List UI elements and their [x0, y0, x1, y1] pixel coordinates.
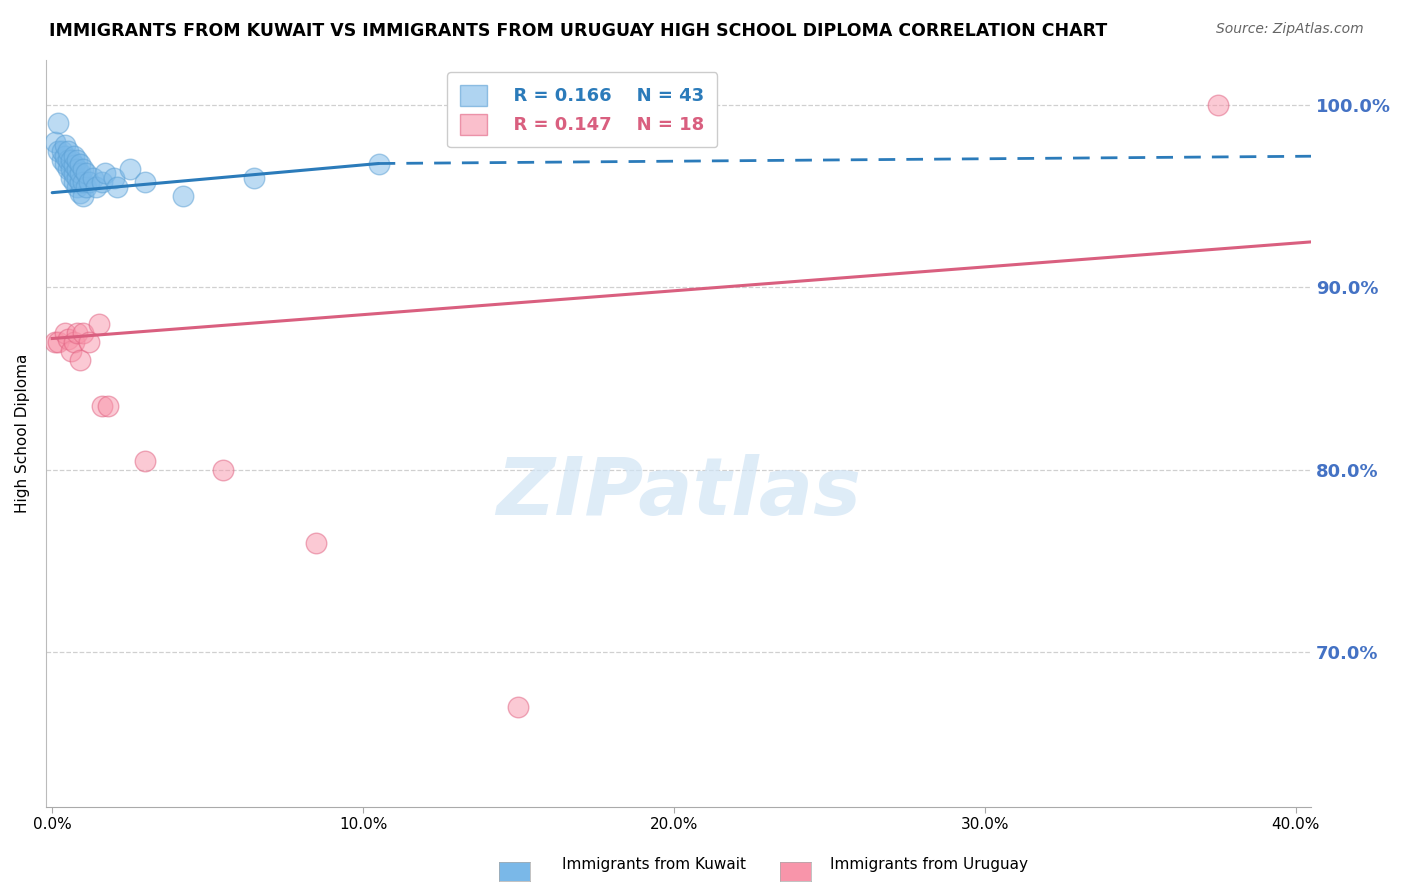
Point	[44, 335, 66, 350]
Point	[72, 161, 94, 176]
Point	[53, 149, 76, 163]
Point	[59, 171, 82, 186]
Point	[1206, 98, 1229, 112]
Point	[66, 153, 89, 167]
Point	[53, 138, 76, 153]
Point	[63, 335, 86, 350]
Point	[134, 175, 156, 189]
Text: Source: ZipAtlas.com: Source: ZipAtlas.com	[1216, 22, 1364, 37]
Point	[56, 161, 79, 176]
Point	[66, 326, 89, 340]
Point	[56, 331, 79, 345]
Point	[51, 144, 73, 158]
Point	[59, 161, 82, 176]
Legend:   R = 0.166    N = 43,   R = 0.147    N = 18: R = 0.166 N = 43, R = 0.147 N = 18	[447, 72, 717, 147]
Point	[59, 153, 82, 167]
Text: IMMIGRANTS FROM KUWAIT VS IMMIGRANTS FROM URUGUAY HIGH SCHOOL DIPLOMA CORRELATIO: IMMIGRANTS FROM KUWAIT VS IMMIGRANTS FRO…	[49, 22, 1108, 40]
Point	[94, 166, 117, 180]
Point	[212, 463, 235, 477]
Point	[172, 189, 194, 203]
Point	[367, 156, 389, 170]
Point	[87, 317, 110, 331]
Point	[53, 326, 76, 340]
Point	[63, 149, 86, 163]
Point	[305, 535, 328, 549]
Text: Immigrants from Uruguay: Immigrants from Uruguay	[830, 857, 1028, 872]
Point	[48, 116, 70, 130]
Point	[243, 171, 266, 186]
Point	[48, 335, 70, 350]
Point	[51, 153, 73, 167]
Point	[66, 171, 89, 186]
Y-axis label: High School Diploma: High School Diploma	[15, 353, 30, 513]
Point	[97, 399, 120, 413]
Point	[66, 180, 89, 194]
Point	[63, 158, 86, 172]
Point	[75, 180, 97, 194]
Point	[63, 168, 86, 182]
Point	[56, 153, 79, 167]
Point	[508, 699, 530, 714]
Point	[84, 180, 107, 194]
Point	[103, 171, 125, 186]
Point	[53, 156, 76, 170]
Point	[66, 161, 89, 176]
Point	[69, 156, 91, 170]
Point	[79, 175, 101, 189]
Point	[59, 344, 82, 359]
Point	[107, 180, 129, 194]
Point	[118, 161, 141, 176]
Point	[72, 326, 94, 340]
Point	[90, 399, 112, 413]
Text: Immigrants from Kuwait: Immigrants from Kuwait	[562, 857, 747, 872]
Point	[63, 175, 86, 189]
Point	[69, 353, 91, 368]
Point	[90, 175, 112, 189]
Point	[72, 189, 94, 203]
Point	[72, 175, 94, 189]
Point	[75, 166, 97, 180]
Point	[48, 144, 70, 158]
Point	[56, 144, 79, 158]
Point	[82, 171, 104, 186]
Text: ZIPatlas: ZIPatlas	[496, 454, 860, 533]
Point	[69, 166, 91, 180]
Point	[79, 335, 101, 350]
Point	[69, 175, 91, 189]
Point	[134, 453, 156, 467]
Point	[69, 186, 91, 200]
Point	[44, 135, 66, 149]
